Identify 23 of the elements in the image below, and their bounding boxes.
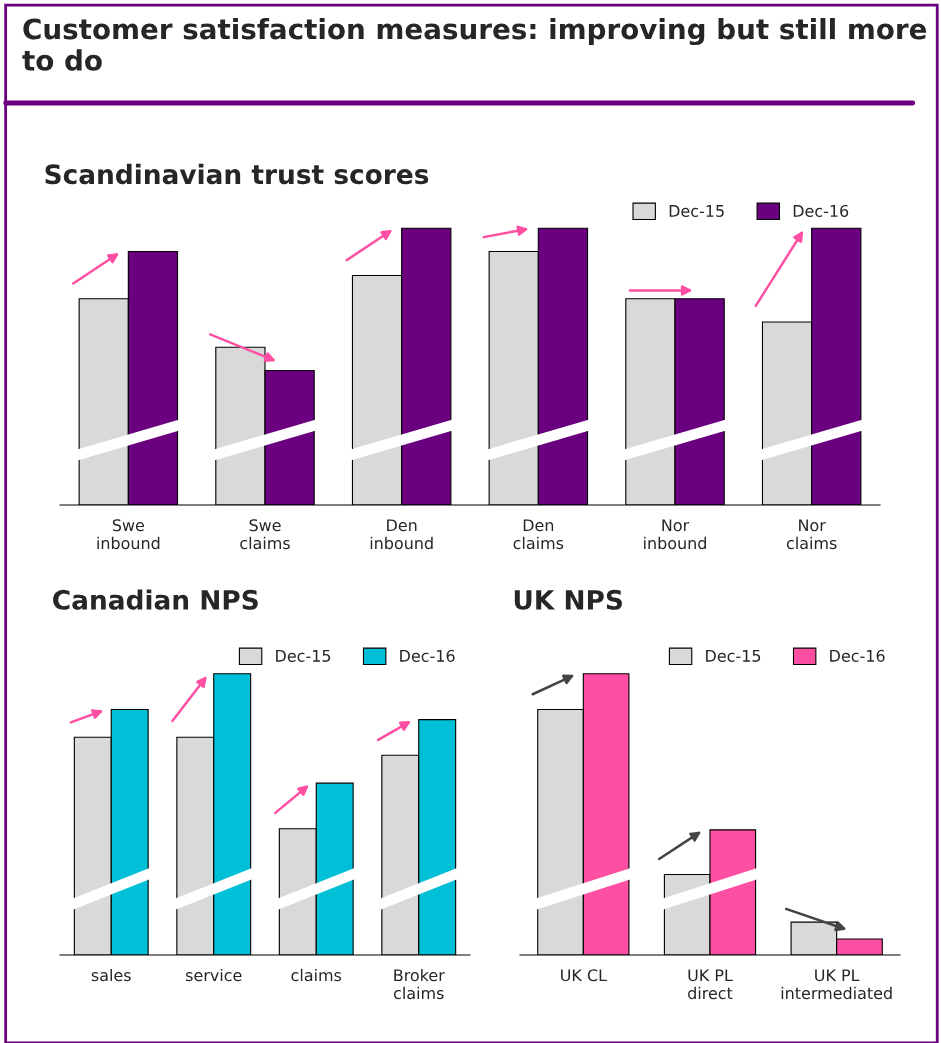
legend-label: Dec-16 [830, 649, 885, 662]
legend-label: Dec-16 [400, 649, 455, 662]
chart-title: Scandinavian trust scores [45, 163, 429, 185]
x-tick-label: Nor claims [786, 519, 837, 550]
x-tick-label: Den inbound [370, 519, 433, 550]
x-tick-label: Nor inbound [644, 519, 706, 550]
x-tick-label: Den claims [513, 519, 564, 550]
x-tick-label: sales [91, 968, 131, 982]
legend-label: Dec-15 [669, 205, 724, 217]
x-tick-label: Swe inbound [97, 519, 160, 550]
chart-title: UK NPS [514, 589, 622, 610]
legend-label: Dec-16 [793, 204, 849, 217]
legend-label: Dec-15 [276, 650, 331, 662]
x-tick-label: Broker claims [393, 968, 445, 1000]
x-tick-label: UK PL intermediated [781, 969, 892, 1000]
legend-label: Dec-15 [706, 650, 761, 662]
x-tick-label: service [186, 968, 242, 982]
chart-title: Canadian NPS [53, 589, 258, 610]
x-tick-label: claims [291, 968, 342, 982]
text: Customer satisfaction measures: improving but still more to do [22, 18, 927, 71]
x-tick-label: Swe claims [240, 519, 290, 550]
x-tick-label: UK PL direct [688, 969, 733, 1000]
x-tick-label: UK CL [561, 969, 607, 982]
